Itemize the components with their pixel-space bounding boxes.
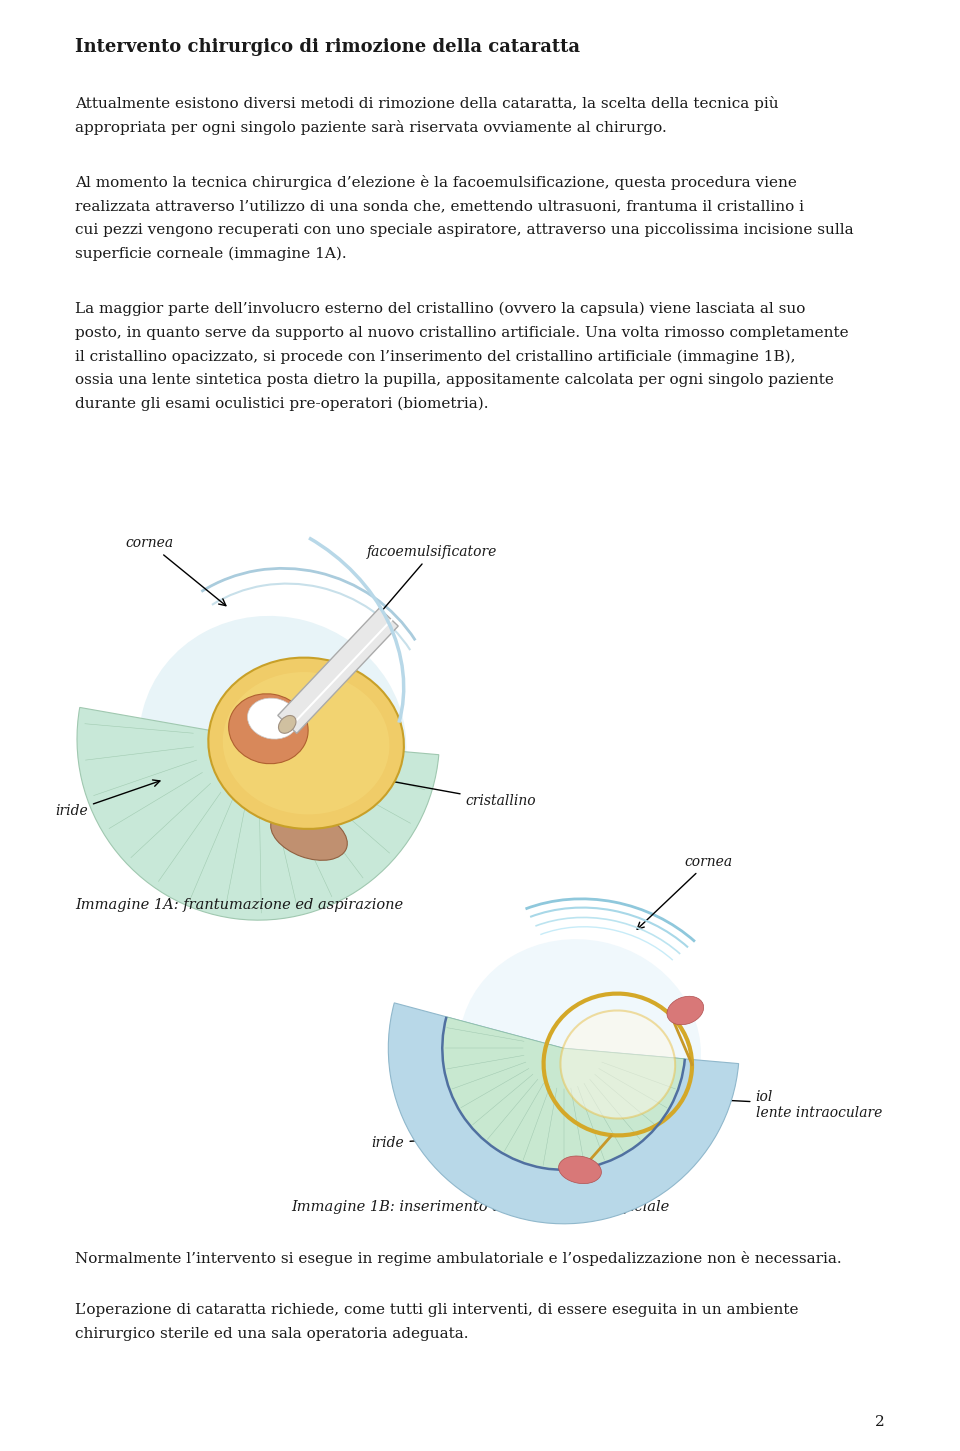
Ellipse shape	[223, 672, 390, 814]
Text: posto, in quanto serve da supporto al nuovo cristallino artificiale. Una volta r: posto, in quanto serve da supporto al nu…	[75, 326, 849, 340]
Text: appropriata per ogni singolo paziente sarà riservata ovviamente al chirurgo.: appropriata per ogni singolo paziente sa…	[75, 119, 667, 135]
Text: Intervento chirurgico di rimozione della cataratta: Intervento chirurgico di rimozione della…	[75, 38, 580, 57]
Text: il cristallino opacizzato, si procede con l’inserimento del cristallino artifici: il cristallino opacizzato, si procede co…	[75, 350, 796, 364]
Text: Al momento la tecnica chirurgica d’elezione è la facoemulsificazione, questa pro: Al momento la tecnica chirurgica d’elezi…	[75, 176, 797, 190]
Text: iol
lente intraoculare: iol lente intraoculare	[689, 1090, 882, 1120]
Text: superficie corneale (immagine 1A).: superficie corneale (immagine 1A).	[75, 247, 347, 261]
Ellipse shape	[559, 1156, 601, 1184]
Text: Immagine 1A: frantumazione ed aspirazione: Immagine 1A: frantumazione ed aspirazion…	[75, 898, 403, 913]
Ellipse shape	[459, 939, 701, 1162]
Text: durante gli esami oculistici pre-operatori (biometria).: durante gli esami oculistici pre-operato…	[75, 396, 489, 411]
Ellipse shape	[248, 698, 298, 739]
Text: chirurgico sterile ed una sala operatoria adeguata.: chirurgico sterile ed una sala operatori…	[75, 1326, 468, 1341]
Text: ossia una lente sintetica posta dietro la pupilla, appositamente calcolata per o: ossia una lente sintetica posta dietro l…	[75, 373, 834, 387]
Ellipse shape	[139, 615, 406, 871]
Ellipse shape	[278, 715, 296, 733]
Wedge shape	[443, 1017, 684, 1170]
Text: realizzata attraverso l’utilizzo di una sonda che, emettendo ultrasuoni, frantum: realizzata attraverso l’utilizzo di una …	[75, 199, 804, 213]
Text: Normalmente l’intervento si esegue in regime ambulatoriale e l’ospedalizzazione : Normalmente l’intervento si esegue in re…	[75, 1252, 842, 1267]
Ellipse shape	[208, 657, 404, 829]
Text: cornea: cornea	[126, 537, 226, 605]
Ellipse shape	[228, 694, 308, 763]
Text: cui pezzi vengono recuperati con uno speciale aspiratore, attraverso una piccoli: cui pezzi vengono recuperati con uno spe…	[75, 222, 853, 237]
Text: iride: iride	[56, 781, 160, 818]
Wedge shape	[388, 1003, 738, 1223]
Text: Immagine 1B: inserimento del cristallino artificiale: Immagine 1B: inserimento del cristallino…	[291, 1200, 669, 1213]
Text: cornea: cornea	[637, 855, 732, 929]
Text: 2: 2	[876, 1415, 885, 1429]
Wedge shape	[77, 708, 439, 920]
Text: iride: iride	[372, 1132, 501, 1149]
Polygon shape	[277, 608, 398, 733]
Ellipse shape	[271, 808, 348, 860]
Text: cristallino: cristallino	[386, 778, 537, 808]
Text: facoemulsificatore: facoemulsificatore	[367, 546, 497, 628]
Text: La maggior parte dell’involucro esterno del cristallino (ovvero la capsula) vien: La maggior parte dell’involucro esterno …	[75, 302, 805, 316]
Text: L’operazione di cataratta richiede, come tutti gli interventi, di essere eseguit: L’operazione di cataratta richiede, come…	[75, 1303, 799, 1318]
Text: Attualmente esistono diversi metodi di rimozione della cataratta, la scelta dell: Attualmente esistono diversi metodi di r…	[75, 96, 779, 110]
Ellipse shape	[667, 997, 704, 1024]
Ellipse shape	[561, 1010, 675, 1119]
